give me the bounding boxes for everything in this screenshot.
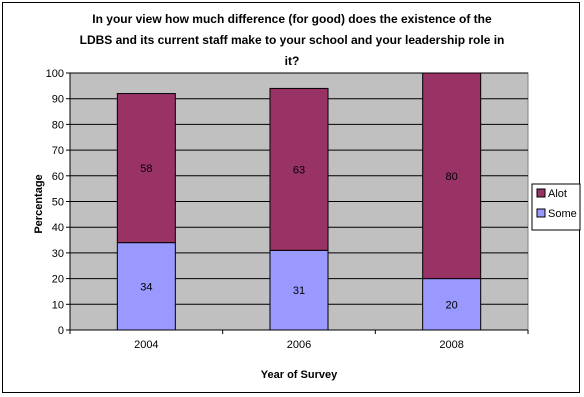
- y-tick-label: 50: [52, 197, 64, 209]
- data-label-some-2008: 20: [446, 299, 458, 311]
- y-tick-label: 30: [52, 248, 64, 260]
- x-tick-label: 2008: [439, 339, 463, 351]
- y-tick-label: 20: [52, 274, 64, 286]
- chart-title-line-3: it?: [285, 54, 300, 68]
- y-tick-label: 70: [52, 145, 64, 157]
- chart-title: In your view how much difference (for go…: [80, 12, 505, 68]
- bar-some-2004: [116, 242, 176, 331]
- y-tick-label: 40: [52, 222, 64, 234]
- plot-area: 0 10 20 30 40 50 60 70 80 90 100 34 58 2004 31 63 2006 20…: [46, 68, 529, 351]
- data-label-alot-2006: 63: [293, 164, 305, 176]
- y-tick-label: 10: [52, 299, 64, 311]
- y-tick-label: 80: [52, 119, 64, 131]
- legend: Alot Some: [531, 183, 581, 231]
- x-axis-title: Year of Survey: [261, 369, 338, 381]
- data-label-alot-2004: 58: [140, 163, 152, 175]
- bar-alot-2006: [269, 87, 329, 251]
- data-label-some-2004: 34: [140, 281, 152, 293]
- y-tick-label: 100: [46, 68, 64, 80]
- x-tick-label: 2006: [287, 339, 311, 351]
- legend-label-alot: Alot: [548, 188, 567, 200]
- data-label-some-2006: 31: [293, 285, 305, 297]
- data-label-alot-2008: 80: [446, 171, 458, 183]
- y-tick-label: 90: [52, 94, 64, 106]
- bar-alot-2004: [116, 93, 176, 244]
- chart-title-line-1: In your view how much difference (for go…: [92, 12, 492, 26]
- chart-title-line-2: LDBS and its current staff make to your …: [80, 33, 505, 47]
- y-axis-title: Percentage: [33, 174, 45, 233]
- bar-alot-2008: [422, 72, 482, 280]
- legend-swatch-some: [536, 208, 546, 218]
- legend-swatch-alot: [536, 188, 546, 198]
- legend-label-some: Some: [548, 208, 577, 220]
- x-tick-label: 2004: [134, 339, 158, 351]
- y-tick-label: 0: [58, 325, 64, 337]
- y-tick-label: 60: [52, 171, 64, 183]
- bar-some-2006: [269, 249, 329, 331]
- bar-some-2008: [422, 278, 482, 331]
